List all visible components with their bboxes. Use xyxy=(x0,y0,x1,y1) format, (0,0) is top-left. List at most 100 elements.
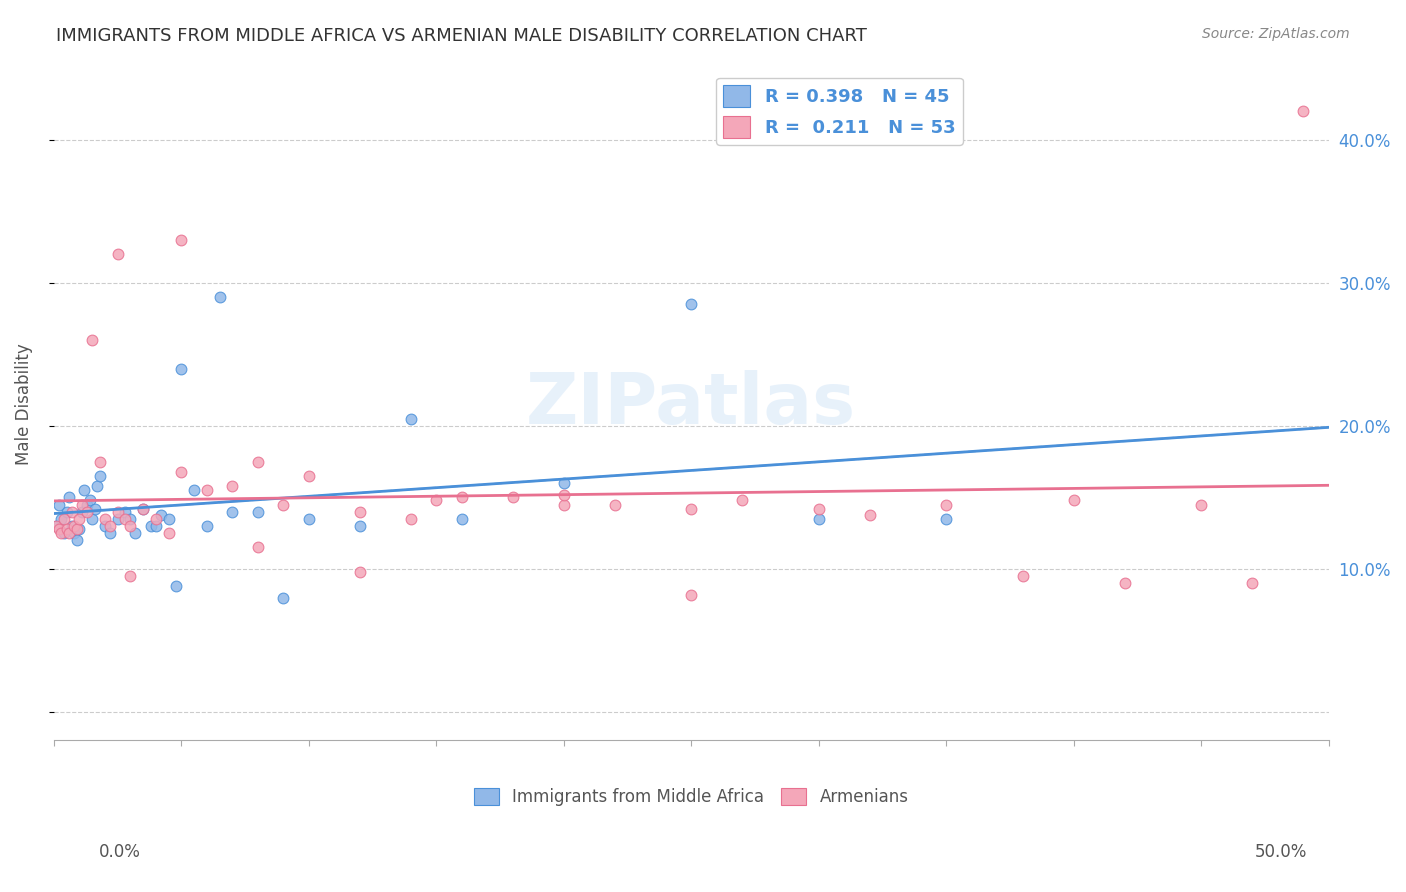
Point xyxy=(208,290,231,304)
Point xyxy=(145,519,167,533)
Point xyxy=(399,512,422,526)
Point xyxy=(681,588,703,602)
Point xyxy=(132,501,155,516)
Point xyxy=(51,512,73,526)
Point xyxy=(553,498,575,512)
Point xyxy=(1189,498,1212,512)
Point xyxy=(170,361,193,376)
Point xyxy=(399,411,422,425)
Text: ZIPatlas: ZIPatlas xyxy=(526,370,856,439)
Point xyxy=(273,591,295,605)
Point xyxy=(55,522,77,536)
Point xyxy=(63,526,86,541)
Legend: Immigrants from Middle Africa, Armenians: Immigrants from Middle Africa, Armenians xyxy=(467,781,915,813)
Point xyxy=(94,519,117,533)
Point xyxy=(246,505,269,519)
Point xyxy=(114,512,136,526)
Point xyxy=(98,519,121,533)
Point xyxy=(273,498,295,512)
Point xyxy=(603,498,626,512)
Point xyxy=(89,469,111,483)
Point xyxy=(70,505,93,519)
Point xyxy=(807,501,830,516)
Point xyxy=(45,519,67,533)
Point xyxy=(1292,104,1315,119)
Point xyxy=(53,512,76,526)
Point xyxy=(195,483,218,498)
Point xyxy=(67,512,90,526)
Point xyxy=(246,455,269,469)
Point xyxy=(1063,493,1085,508)
Point xyxy=(349,519,371,533)
Point xyxy=(60,505,83,519)
Point xyxy=(425,493,447,508)
Point xyxy=(80,333,103,347)
Point xyxy=(83,501,105,516)
Point xyxy=(1011,569,1033,583)
Point xyxy=(107,512,129,526)
Point xyxy=(139,519,162,533)
Point xyxy=(94,512,117,526)
Point xyxy=(450,512,472,526)
Point xyxy=(1114,576,1136,591)
Point xyxy=(73,483,96,498)
Point xyxy=(66,533,89,548)
Point xyxy=(165,579,187,593)
Point xyxy=(157,526,180,541)
Point xyxy=(66,522,89,536)
Point xyxy=(145,512,167,526)
Point xyxy=(86,479,108,493)
Point xyxy=(1241,576,1264,591)
Point xyxy=(553,487,575,501)
Point xyxy=(246,541,269,555)
Point xyxy=(107,247,129,261)
Point xyxy=(70,498,93,512)
Point xyxy=(170,465,193,479)
Point xyxy=(48,522,70,536)
Point xyxy=(58,491,80,505)
Point xyxy=(45,519,67,533)
Point xyxy=(124,526,146,541)
Point xyxy=(48,498,70,512)
Point xyxy=(107,505,129,519)
Point xyxy=(67,522,90,536)
Point xyxy=(114,505,136,519)
Text: IMMIGRANTS FROM MIDDLE AFRICA VS ARMENIAN MALE DISABILITY CORRELATION CHART: IMMIGRANTS FROM MIDDLE AFRICA VS ARMENIA… xyxy=(56,27,868,45)
Point xyxy=(935,512,957,526)
Point xyxy=(681,297,703,311)
Point xyxy=(120,512,142,526)
Y-axis label: Male Disability: Male Disability xyxy=(15,343,32,466)
Point xyxy=(502,491,524,505)
Point xyxy=(60,519,83,533)
Point xyxy=(731,493,754,508)
Point xyxy=(98,526,121,541)
Point xyxy=(553,476,575,491)
Point xyxy=(79,493,101,508)
Point xyxy=(149,508,172,522)
Point xyxy=(450,491,472,505)
Point xyxy=(221,505,243,519)
Point xyxy=(76,498,98,512)
Text: Source: ZipAtlas.com: Source: ZipAtlas.com xyxy=(1202,27,1350,41)
Point xyxy=(58,526,80,541)
Point xyxy=(120,569,142,583)
Point xyxy=(89,455,111,469)
Text: 0.0%: 0.0% xyxy=(98,843,141,861)
Point xyxy=(120,519,142,533)
Point xyxy=(298,512,321,526)
Point xyxy=(349,505,371,519)
Point xyxy=(55,505,77,519)
Point xyxy=(183,483,205,498)
Point xyxy=(681,501,703,516)
Point xyxy=(80,512,103,526)
Point xyxy=(935,498,957,512)
Point xyxy=(63,519,86,533)
Point xyxy=(349,565,371,579)
Point xyxy=(195,519,218,533)
Point xyxy=(221,479,243,493)
Point xyxy=(53,526,76,541)
Point xyxy=(170,233,193,247)
Point xyxy=(298,469,321,483)
Point xyxy=(51,526,73,541)
Point xyxy=(807,512,830,526)
